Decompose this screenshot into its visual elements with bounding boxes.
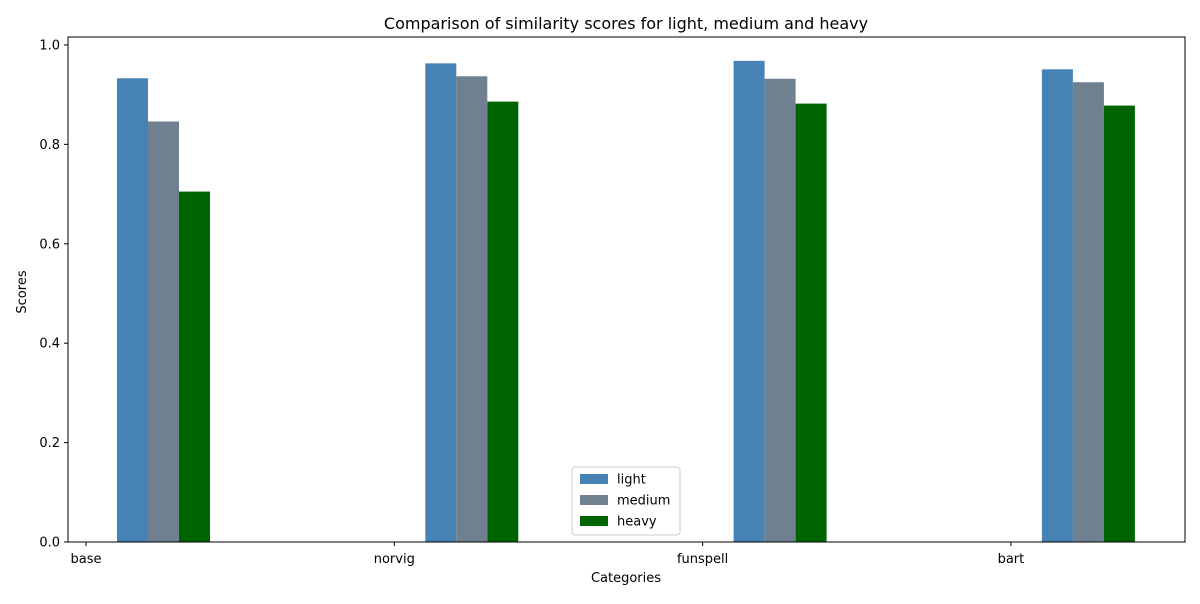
y-tick-label: 0.6: [39, 237, 60, 252]
bar-light-norvig: [425, 63, 457, 542]
plot-frame: [67, 36, 1186, 543]
x-tick-label: bart: [998, 552, 1025, 567]
bar-medium-base: [148, 121, 179, 542]
legend-label-heavy: heavy: [617, 515, 657, 530]
bar-heavy-bart: [1103, 105, 1135, 542]
axes-layer: 0.0 0.2 0.4 0.6 0.8 1.0 base norvig funspell bart: [39, 36, 1186, 567]
y-tick-label: 0.0: [39, 536, 60, 551]
x-tick-label: norvig: [374, 552, 415, 567]
legend-label-light: light: [617, 473, 646, 488]
legend-swatch-medium: [580, 495, 608, 505]
legend-label-medium: medium: [617, 494, 670, 509]
legend-swatch-heavy: [580, 516, 608, 526]
legend-swatch-light: [580, 474, 608, 484]
bar-heavy-norvig: [487, 101, 519, 542]
y-axis-label: Scores: [15, 270, 30, 313]
y-tick-label: 0.8: [39, 138, 60, 153]
x-tick-label: base: [71, 552, 102, 567]
bar-medium-norvig: [456, 76, 488, 543]
bar-heavy-funspell: [795, 103, 827, 542]
bars-layer: [117, 60, 1135, 543]
x-axis-label: Categories: [591, 571, 661, 586]
y-tick-label: 1.0: [39, 38, 60, 53]
x-tick-label: funspell: [677, 552, 728, 567]
bar-light-base: [117, 78, 148, 543]
bar-light-bart: [1041, 69, 1073, 542]
legend: light medium heavy: [571, 466, 681, 536]
chart-title: Comparison of similarity scores for ligh…: [384, 14, 868, 33]
bar-medium-bart: [1072, 82, 1104, 543]
y-tick-label: 0.2: [39, 436, 60, 451]
bar-heavy-base: [179, 191, 210, 542]
bar-medium-funspell: [764, 78, 796, 543]
y-tick-label: 0.4: [39, 337, 60, 352]
bar-light-funspell: [733, 60, 765, 542]
